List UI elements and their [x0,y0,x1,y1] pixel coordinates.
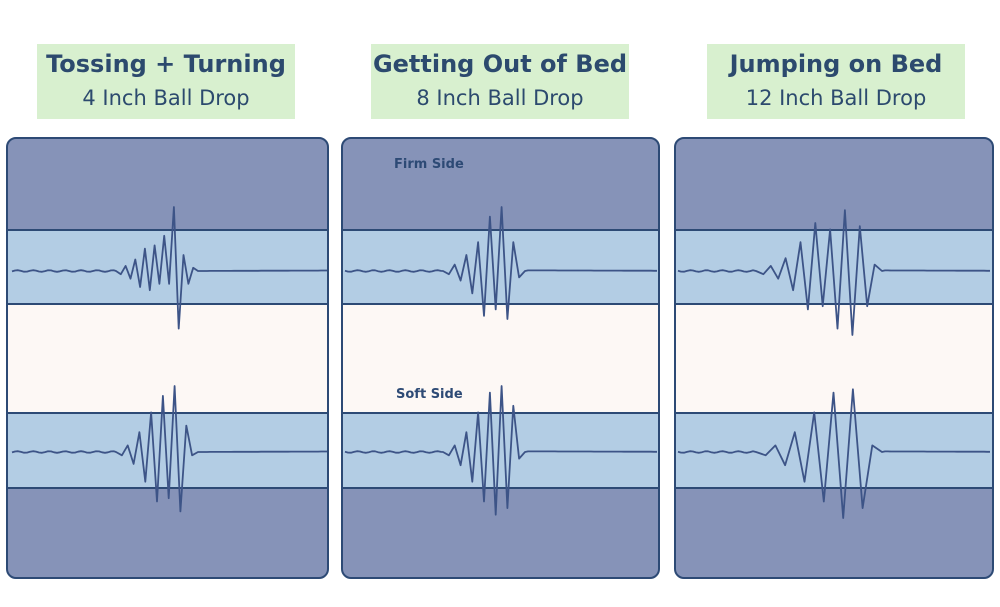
chart-subtitle: 12 Inch Ball Drop [745,86,927,110]
series-label-firm: Firm Side [394,157,464,172]
chart-label-jumping: Jumping on Bed 12 Inch Ball Drop [707,44,965,119]
chart-title: Jumping on Bed [729,50,943,78]
chart-title: Tossing + Turning [46,50,286,78]
chart-subtitle: 4 Inch Ball Drop [82,86,250,110]
wave-series-1 [344,385,657,516]
chart-panel: Firm Side Soft Side [341,137,660,579]
bottom-band [676,412,992,489]
wave-series-0 [344,206,657,320]
wave-series-1 [11,385,327,513]
chart-panel [674,137,994,579]
wave-layer [677,209,990,519]
wave-series-0 [677,209,990,336]
chart-title: Getting Out of Bed [372,50,628,78]
chart-subtitle: 8 Inch Ball Drop [416,86,584,110]
wave-layer [344,206,657,516]
band-gap [8,305,327,412]
series-label-soft: Soft Side [396,387,463,402]
wave-layer [11,206,327,513]
wave-series-0 [11,206,327,330]
chart-label-tossing: Tossing + Turning 4 Inch Ball Drop [37,44,295,119]
chart-panel [6,137,329,579]
wave-series-1 [677,388,990,519]
chart-label-getting-out: Getting Out of Bed 8 Inch Ball Drop [371,44,629,119]
